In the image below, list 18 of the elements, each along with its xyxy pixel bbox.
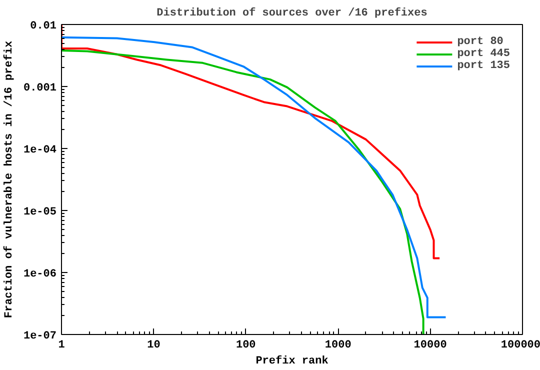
x-tick-label: 10000	[414, 340, 447, 352]
legend-label: port 80	[457, 36, 504, 48]
legend-label: port 135	[457, 60, 510, 72]
y-tick-label: 1e-07	[23, 330, 57, 342]
y-tick-label: 1e-06	[23, 268, 57, 280]
y-tick-label: 0.001	[23, 82, 57, 94]
legend-label: port 445	[457, 48, 510, 60]
y-tick-label: 1e-05	[23, 206, 57, 218]
y-axis-title: Fraction of vulnerable hosts in /16 prefix	[2, 40, 16, 318]
x-tick-label: 100	[236, 340, 256, 352]
x-tick-label: 100000	[500, 340, 540, 352]
x-tick-label: 1000	[324, 340, 352, 352]
chart-title: Distribution of sources over /16 prefixes	[156, 6, 428, 20]
x-tick-label: 10	[147, 340, 160, 352]
x-tick-label: 1	[58, 340, 66, 352]
y-tick-label: 1e-04	[23, 144, 57, 156]
x-axis-title: Prefix rank	[256, 354, 329, 368]
y-tick-label: 0.01	[30, 20, 57, 32]
